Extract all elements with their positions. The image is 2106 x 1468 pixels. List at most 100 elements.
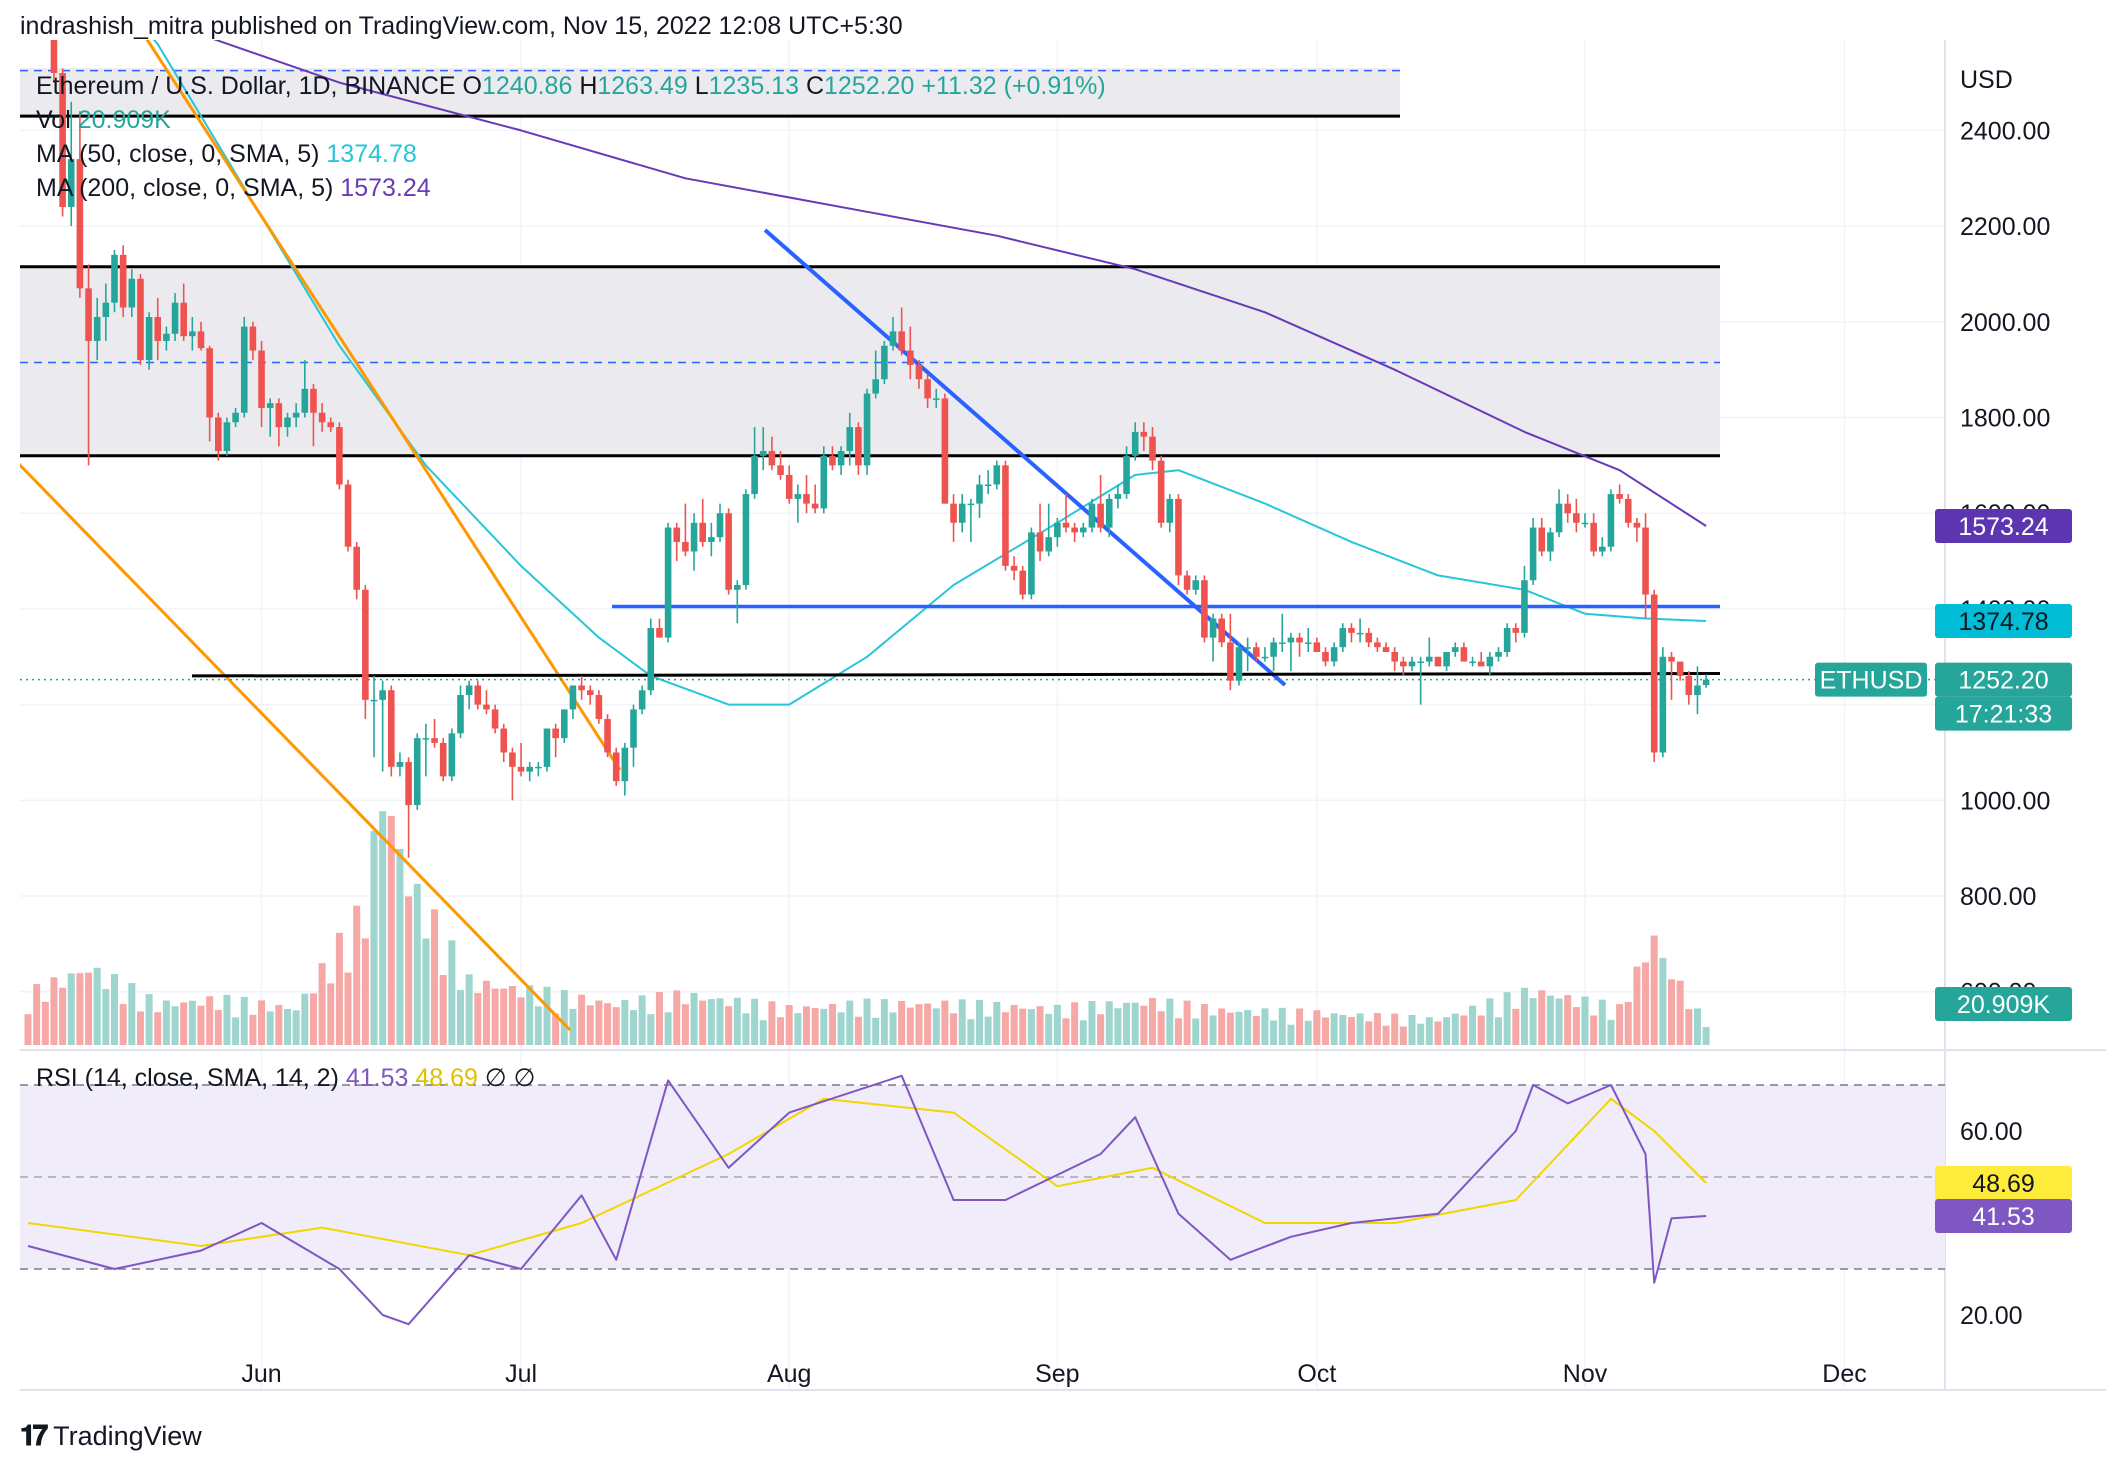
volume-bar [1391, 1013, 1399, 1045]
candle-body [630, 709, 637, 748]
volume-bar [647, 1014, 655, 1045]
volume-bar [361, 938, 369, 1045]
volume-bar [1572, 1007, 1580, 1045]
candle-body [327, 422, 335, 428]
volume-bar [1373, 1013, 1381, 1045]
volume-bar [41, 1001, 49, 1045]
rsi-tick: 20.00 [1960, 1302, 2023, 1330]
volume-bar [803, 1006, 810, 1045]
tradingview-logo[interactable]: 𝟏𝟕 TradingView [20, 1420, 202, 1453]
candle-body [811, 503, 819, 509]
legend-rsi-value: 41.53 [346, 1064, 416, 1092]
candle-body [336, 427, 343, 485]
volume-bar [655, 992, 663, 1045]
volume-bar [171, 1006, 179, 1045]
candlesticks [50, 40, 1710, 858]
candle-body [137, 278, 144, 361]
rsi-sma-badge-bg [1935, 1166, 2072, 1201]
candle-body [266, 403, 274, 408]
candle-body [837, 451, 845, 466]
volume-bar [154, 1012, 162, 1045]
volume-bar [1512, 1008, 1520, 1045]
volume-bar [1261, 1008, 1269, 1045]
time-tick: Nov [1563, 1360, 1608, 1388]
volume-bar [915, 1004, 923, 1045]
candle-body [1062, 522, 1070, 528]
volume-bar [457, 989, 464, 1045]
candle-body [448, 733, 456, 777]
candle-body [1400, 661, 1407, 667]
candle-body [1218, 618, 1225, 643]
volume-bar [1529, 998, 1537, 1045]
last-price-badge-bg [1935, 662, 2072, 697]
candle-body [1201, 580, 1208, 638]
candle-body [67, 159, 75, 207]
candle-body [1287, 637, 1295, 643]
volume-bar [50, 977, 58, 1045]
candle-body [1599, 546, 1606, 552]
volume-bar [422, 938, 430, 1045]
volume-bar [604, 1003, 612, 1045]
candle-body [1313, 642, 1321, 652]
candle-body [1036, 532, 1044, 552]
candle-body [1365, 632, 1373, 643]
volume-bar [1486, 998, 1494, 1045]
rsi-pane [20, 1074, 1945, 1326]
candle-body [682, 541, 689, 552]
candle-body [1227, 642, 1234, 681]
time-tick: Aug [767, 1360, 811, 1388]
volume-bar [586, 1005, 594, 1045]
volume-bar [1633, 966, 1641, 1045]
candle-body [1175, 498, 1182, 576]
volume-bar [1296, 1008, 1304, 1045]
rsi-sma-line [27, 1097, 1707, 1257]
price-badges: 1573.24 1374.78 ETHUSD 1252.20 17:21:33 20.90… [1815, 509, 2072, 1233]
volume-bar [967, 1019, 975, 1045]
volume-bar [759, 1020, 767, 1045]
volume-bar [301, 993, 309, 1045]
volume-bar [1071, 1002, 1079, 1045]
candle-body [794, 494, 802, 499]
candle-body [777, 465, 784, 475]
candle-body [292, 412, 300, 418]
candle-body [1495, 651, 1502, 657]
candle-body [1322, 651, 1329, 662]
volume-bar [1503, 992, 1511, 1045]
trend-lines[interactable] [15, 0, 1945, 1032]
candle-body [1529, 527, 1537, 581]
volume-bar [1460, 1015, 1468, 1045]
candle-body [924, 379, 931, 399]
volume-bar [1590, 1015, 1598, 1045]
candle-body [1339, 628, 1347, 648]
volume-bar [1062, 1018, 1070, 1045]
volume-bar [820, 1008, 828, 1045]
legend-rsi-extra: ∅ ∅ [485, 1064, 536, 1092]
volume-bar [1642, 962, 1650, 1045]
volume-bar [491, 988, 499, 1045]
candle-body [1192, 580, 1200, 590]
candle-body [102, 302, 110, 318]
volume-bar [1200, 1004, 1208, 1045]
candle-body [1607, 494, 1615, 547]
time-tick: Jul [505, 1360, 537, 1388]
candle-body [405, 762, 412, 806]
candle-body [699, 522, 706, 542]
legend-ohlc-part: +11.32 (+0.91%) [921, 72, 1105, 100]
volume-bar [1581, 996, 1589, 1045]
rsi-sma-badge: 48.69 [1972, 1170, 2035, 1198]
legend-ohlc-part: L [695, 72, 709, 100]
volume-bar [1252, 1015, 1260, 1045]
volume-bar [794, 1013, 802, 1045]
candle-body [249, 326, 257, 351]
volume-bar [1408, 1014, 1416, 1045]
symbol-badge: ETHUSD [1820, 667, 1923, 695]
candle-body [491, 709, 499, 729]
candle-body [1374, 642, 1381, 648]
resistance-zone-top [20, 68, 1400, 117]
candle-body [976, 484, 983, 504]
candle-body [1633, 522, 1641, 528]
volume-bar [768, 1001, 776, 1045]
volume-bar [1477, 1015, 1485, 1045]
candle-body [785, 474, 793, 499]
